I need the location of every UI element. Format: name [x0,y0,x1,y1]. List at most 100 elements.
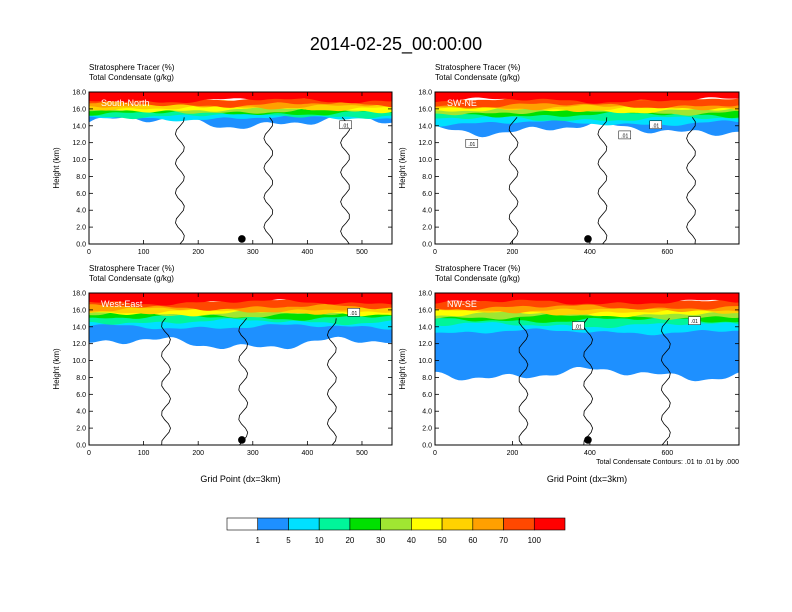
colorbar-label: 30 [376,536,385,545]
y-tick-label: 12.0 [418,140,432,147]
x-tick-label: 0 [433,249,437,256]
x-tick-label: 100 [138,249,150,256]
colorbar-box [349,517,381,531]
panel-header-tracer: Stratosphere Tracer (%) [89,63,175,72]
y-tick-label: 4.0 [422,409,432,416]
panel-p4: 0.0 2.0 4.0 6.0 8.0 10.0 12.0 14.0 16.0 18.0 0 200 4… [398,264,740,484]
plot-frame [434,292,740,446]
condensate-contour [263,117,274,244]
y-tick-label: 2.0 [76,426,86,433]
contour-label-box [347,308,361,317]
condensate-contour [326,318,337,445]
colorbar-box [503,517,535,531]
location-marker [584,436,592,444]
x-tick-label: 300 [247,450,259,457]
contour-label-box [688,316,701,325]
y-tick-label: 10.0 [418,157,432,164]
y-tick-label: 16.0 [72,106,86,113]
condensate-contour [518,318,529,445]
panel-header-tracer: Stratosphere Tracer (%) [435,63,521,72]
contour-note: Total Condensate Contours: .01 to .01 by… [596,459,739,466]
panel-header-tracer: Stratosphere Tracer (%) [435,264,521,273]
x-tick-label: 400 [584,450,596,457]
y-tick-label: 6.0 [422,191,432,198]
contour-label-box [649,120,662,130]
colorbar-box [226,517,259,531]
y-tick-label: 0.0 [422,443,432,450]
colorbar-box [472,517,504,531]
plot-frame [88,292,393,446]
condensate-contour [686,117,696,244]
y-tick-label: 8.0 [76,174,86,181]
plot-frame [434,91,740,245]
colorbar-label: 1 [256,536,261,545]
x-tick-label: 200 [192,249,204,256]
plot-area [435,92,739,244]
x-tick-label: 400 [302,249,314,256]
panel-header-condensate: Total Condensate (g/kg) [89,73,174,82]
contour-label: .01 [652,123,659,129]
colorbar-label: 40 [407,536,416,545]
panel-header-condensate: Total Condensate (g/kg) [89,274,174,283]
y-axis-label: Height (km) [52,147,61,189]
location-marker [238,436,246,444]
colorbar-label: 20 [345,536,354,545]
colorbar-box [441,517,474,531]
condensate-contour [340,117,350,244]
y-tick-label: 16.0 [418,307,432,314]
y-axis-label: Height (km) [398,348,407,390]
panel-p1: 0.0 2.0 4.0 6.0 8.0 10.0 12.0 14.0 16.0 18.0 0 100 2… [52,63,393,256]
condensate-contour [660,318,671,445]
condensate-contour [161,318,171,445]
panel-header-tracer: Stratosphere Tracer (%) [89,264,175,273]
panel-p2: 0.0 2.0 4.0 6.0 8.0 10.0 12.0 14.0 16.0 18.0 0 200 4… [398,63,740,256]
colorbar-box [257,517,289,531]
y-tick-label: 4.0 [76,409,86,416]
y-tick-label: 6.0 [76,191,86,198]
y-tick-label: 6.0 [422,392,432,399]
colorbar-box [318,517,351,531]
y-tick-label: 6.0 [76,392,86,399]
colorbar: 1 5 10 20 30 40 50 60 70 100 [226,517,566,545]
y-tick-label: 18.0 [418,291,432,298]
panel-header-condensate: Total Condensate (g/kg) [435,274,520,283]
plot-area [435,293,739,445]
contour-label: .01 [691,319,698,325]
colorbar-label: 10 [315,536,324,545]
y-tick-label: 12.0 [418,341,432,348]
colorbar-label: 50 [438,536,447,545]
colorbar-label: 70 [499,536,508,545]
y-axis-label: Height (km) [52,348,61,390]
location-marker [584,235,592,243]
tracer-level-100 [89,293,392,306]
x-tick-label: 300 [247,249,259,256]
x-tick-label: 600 [662,249,674,256]
plot-area [89,293,392,445]
colorbar-box [411,517,443,531]
y-tick-label: 18.0 [418,90,432,97]
y-tick-label: 8.0 [422,174,432,181]
contour-label: .01 [621,133,628,139]
y-axis-label: Height (km) [398,147,407,189]
x-tick-label: 0 [87,249,91,256]
y-tick-label: 2.0 [422,426,432,433]
panel-label: South-North [101,98,150,108]
y-tick-label: 14.0 [418,324,432,331]
tracer-level-100 [89,92,392,104]
y-tick-label: 0.0 [76,242,86,249]
condensate-contour [174,117,185,244]
x-tick-label: 500 [356,450,368,457]
y-tick-label: 10.0 [72,358,86,365]
y-tick-label: 8.0 [422,375,432,382]
y-tick-label: 10.0 [418,358,432,365]
plot-area [89,92,392,244]
y-tick-label: 2.0 [422,225,432,232]
y-tick-label: 10.0 [72,157,86,164]
y-tick-label: 14.0 [418,123,432,130]
tracer-level-100 [435,293,739,305]
contour-label: .01 [575,324,582,330]
colorbar-label: 100 [528,536,542,545]
x-axis-label: Grid Point (dx=3km) [547,474,627,484]
condensate-contour [238,318,249,445]
